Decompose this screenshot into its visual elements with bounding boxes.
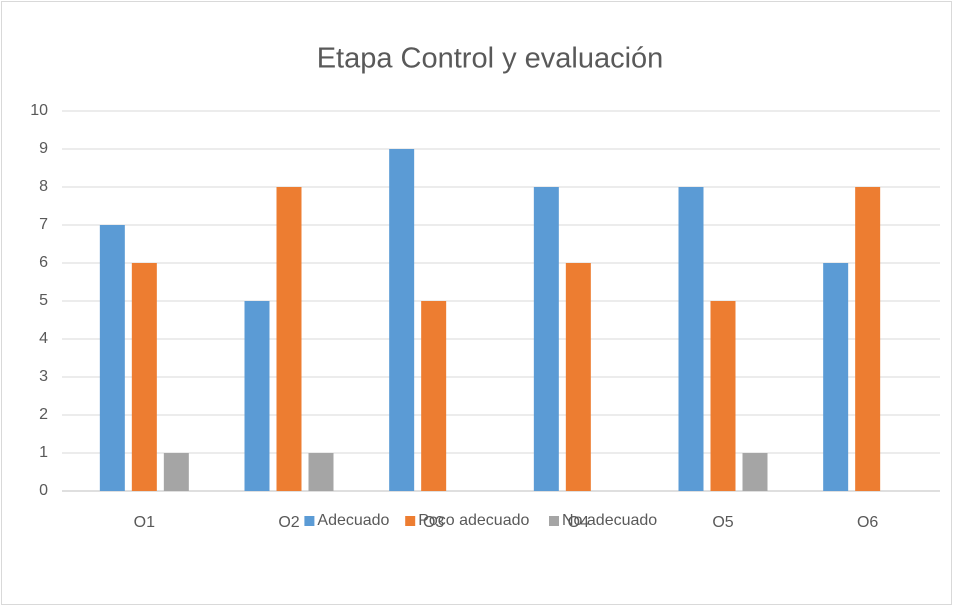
- legend-label: Adecuado: [317, 512, 389, 529]
- x-tick-label: O3: [423, 514, 444, 531]
- legend-swatch: [549, 516, 559, 526]
- y-tick-label: 9: [39, 140, 48, 157]
- bar: [389, 149, 415, 491]
- bar: [565, 263, 591, 491]
- x-tick-label: O4: [568, 514, 589, 531]
- y-tick-label: 4: [39, 330, 48, 347]
- y-tick-label: 7: [39, 216, 48, 233]
- bar: [131, 263, 157, 491]
- legend-label: No adecuado: [562, 512, 657, 529]
- x-tick-label: O1: [134, 514, 155, 531]
- bar: [678, 187, 704, 491]
- legend-swatch: [304, 516, 315, 526]
- bar: [163, 453, 189, 491]
- bar: [99, 225, 125, 491]
- y-tick-label: 3: [39, 368, 48, 385]
- y-tick-label: 10: [30, 102, 48, 119]
- y-tick-label: 2: [39, 406, 48, 423]
- bar: [823, 263, 849, 491]
- y-tick-label: 8: [39, 178, 48, 195]
- bar: [710, 301, 736, 491]
- bar: [244, 301, 270, 491]
- legend-label: Poco adecuado: [418, 512, 529, 529]
- chart-title: Etapa Control y evaluación: [317, 43, 664, 75]
- x-tick-label: O5: [712, 514, 733, 531]
- bar: [276, 187, 302, 491]
- bar: [308, 453, 334, 491]
- bar: [742, 453, 768, 491]
- y-tick-label: 5: [39, 292, 48, 309]
- x-tick-label: O6: [857, 514, 878, 531]
- bar: [855, 187, 881, 491]
- bar: [421, 301, 447, 491]
- x-tick-label: O2: [278, 514, 299, 531]
- legend-swatch: [405, 516, 416, 526]
- y-tick-label: 6: [39, 254, 48, 271]
- y-tick-label: 1: [39, 444, 48, 461]
- y-tick-label: 0: [39, 482, 48, 499]
- bar: [533, 187, 559, 491]
